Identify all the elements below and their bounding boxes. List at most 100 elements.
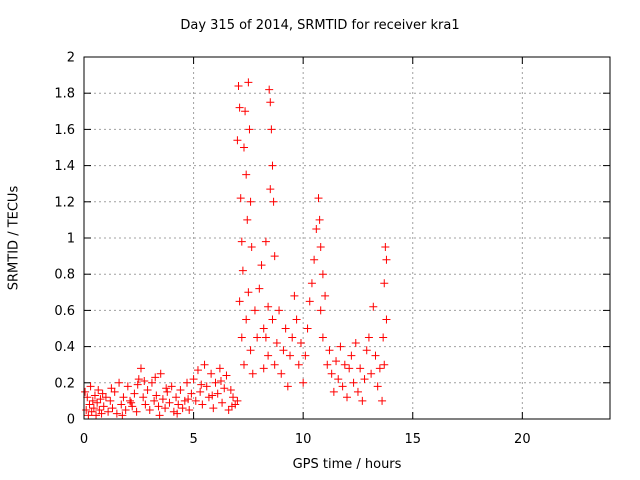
data-point	[145, 405, 154, 414]
data-point	[245, 125, 254, 134]
data-point	[250, 306, 259, 315]
y-tick-label: 1.4	[54, 159, 75, 174]
data-point	[351, 338, 360, 347]
data-point	[233, 396, 242, 405]
data-point	[315, 215, 324, 224]
data-point	[241, 107, 250, 116]
data-point	[382, 255, 391, 264]
data-point	[128, 402, 137, 411]
data-point	[222, 371, 231, 380]
data-point	[197, 380, 206, 389]
data-point	[202, 382, 211, 391]
data-point	[371, 351, 380, 360]
data-point	[347, 351, 356, 360]
data-point	[336, 342, 345, 351]
data-point	[93, 398, 102, 407]
data-point	[244, 288, 253, 297]
data-point	[321, 291, 330, 300]
data-point	[269, 197, 278, 206]
data-point	[283, 382, 292, 391]
data-point	[265, 85, 274, 94]
data-point	[141, 400, 150, 409]
data-point	[242, 315, 251, 324]
data-point	[134, 375, 143, 384]
data-point	[270, 252, 279, 261]
data-point	[360, 375, 369, 384]
data-point	[183, 378, 192, 387]
data-point	[356, 364, 365, 373]
data-point	[247, 243, 256, 252]
data-point	[253, 333, 262, 342]
data-point	[99, 402, 108, 411]
data-point	[156, 369, 165, 378]
data-point	[261, 237, 270, 246]
data-point	[172, 393, 181, 402]
data-point	[108, 404, 117, 413]
data-point	[132, 407, 141, 416]
data-point	[174, 400, 183, 409]
data-point	[94, 386, 103, 395]
data-point	[246, 197, 255, 206]
data-point	[191, 396, 200, 405]
data-point	[233, 136, 242, 145]
data-point	[119, 393, 128, 402]
data-point	[200, 360, 209, 369]
data-point	[334, 375, 343, 384]
data-point	[189, 375, 198, 384]
data-point	[318, 333, 327, 342]
data-point	[380, 360, 389, 369]
data-point	[259, 324, 268, 333]
data-point	[97, 409, 106, 418]
data-point	[127, 398, 136, 407]
data-point	[143, 386, 152, 395]
data-point	[378, 396, 387, 405]
data-point	[307, 279, 316, 288]
data-point	[187, 389, 196, 398]
data-point	[226, 386, 235, 395]
y-tick-label: 0.4	[54, 340, 75, 355]
data-point	[130, 389, 139, 398]
data-point	[209, 404, 218, 413]
data-point	[325, 346, 334, 355]
data-point	[163, 387, 172, 396]
data-point	[267, 125, 276, 134]
data-point	[155, 411, 164, 420]
data-point	[305, 297, 314, 306]
data-point	[266, 98, 275, 107]
data-point	[316, 306, 325, 315]
data-point	[275, 306, 284, 315]
data-point	[123, 382, 132, 391]
data-point	[218, 398, 227, 407]
data-point	[323, 360, 332, 369]
x-tick-label: 15	[404, 432, 421, 447]
data-point	[236, 194, 245, 203]
data-point	[299, 378, 308, 387]
data-point	[140, 376, 149, 385]
data-point	[162, 384, 171, 393]
data-point	[264, 351, 273, 360]
data-point	[117, 400, 126, 409]
y-tick-label: 1.8	[54, 87, 75, 102]
plot-frame	[83, 56, 611, 420]
data-point	[88, 396, 97, 405]
data-point	[220, 384, 229, 393]
data-point	[243, 215, 252, 224]
data-point	[84, 411, 93, 420]
data-point	[270, 360, 279, 369]
data-point	[340, 360, 349, 369]
data-point	[349, 378, 358, 387]
y-tick-label: 0.8	[54, 268, 75, 283]
data-point	[133, 380, 142, 389]
data-point	[180, 396, 189, 405]
data-point	[369, 302, 378, 311]
data-point	[173, 409, 182, 418]
data-point	[362, 346, 371, 355]
data-point	[266, 185, 275, 194]
y-tick-label: 0.6	[54, 304, 75, 319]
data-point	[277, 369, 286, 378]
data-point	[216, 376, 225, 385]
data-point	[318, 270, 327, 279]
chart-title: Day 315 of 2014, SRMTID for receiver kra…	[180, 18, 460, 33]
data-point	[290, 291, 299, 300]
data-point	[264, 302, 273, 311]
